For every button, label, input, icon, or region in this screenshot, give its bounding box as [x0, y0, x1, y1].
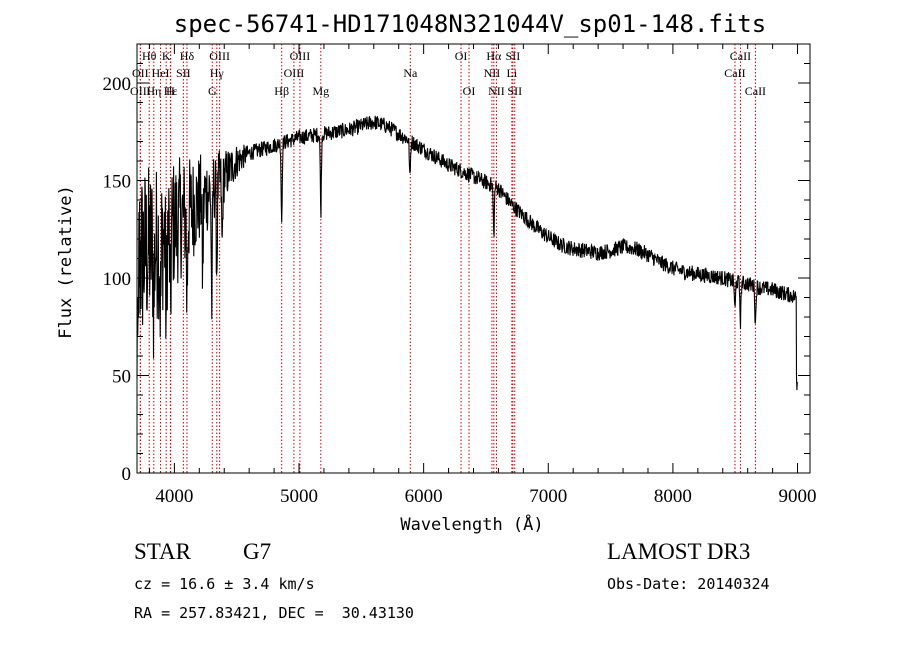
line-marker-label: OIII	[290, 49, 311, 63]
y-tick-label: 0	[122, 464, 132, 485]
x-tick-label: 7000	[529, 486, 567, 507]
y-tick-label: 100	[103, 269, 132, 290]
object-subclass: G7	[243, 539, 272, 564]
coordinates: RA = 257.83421, DEC = 30.43130	[134, 604, 414, 622]
x-axis-ticks: 4000 5000 6000 7000 8000 9000	[148, 44, 817, 507]
line-marker-label: Hα	[486, 49, 502, 63]
line-marker-label: CaII	[724, 66, 745, 80]
line-marker-label: HeI	[152, 66, 170, 80]
line-marker-label: NII	[484, 66, 501, 80]
line-marker-label: SII	[176, 66, 191, 80]
y-axis-label: Flux (relative)	[56, 185, 76, 339]
line-marker-label: Hθ	[142, 49, 157, 63]
line-marker-label: Mg	[312, 84, 329, 98]
line-marker-label: Hγ	[210, 66, 225, 80]
x-axis-label: Wavelength (Å)	[400, 513, 543, 535]
plot-frame	[136, 43, 811, 474]
x-tick-label: 8000	[654, 486, 692, 507]
line-marker-label: K	[162, 49, 171, 63]
line-marker-label: Na	[403, 66, 418, 80]
x-tick-label: 5000	[280, 486, 318, 507]
line-marker-label: SII	[506, 49, 521, 63]
line-marker-label: OIII	[284, 66, 305, 80]
spectrum-line	[136, 115, 798, 391]
line-marker-label: H	[166, 84, 175, 98]
x-tick-label: 6000	[405, 486, 443, 507]
line-marker-label: SII	[507, 84, 522, 98]
line-marker-label: CaII	[730, 49, 751, 63]
line-marker-label: Hβ	[274, 84, 289, 98]
line-marker-label: NII	[488, 84, 505, 98]
chart-title: spec-56741-HD171048N321044V_sp01-148.fit…	[174, 10, 766, 38]
line-marker-label: G	[208, 84, 217, 98]
y-tick-label: 150	[103, 172, 132, 193]
y-axis-ticks: 0 50 100 150 200	[103, 63, 810, 485]
y-tick-label: 50	[112, 367, 131, 388]
line-marker-label: OI	[455, 49, 468, 63]
line-marker-label: Li	[507, 66, 518, 80]
line-marker-label: Hδ	[180, 49, 195, 63]
line-marker-label: Hη	[146, 84, 161, 98]
redshift-velocity: cz = 16.6 ± 3.4 km/s	[134, 575, 315, 593]
object-class: STAR	[134, 539, 191, 564]
line-marker-label: OIII	[130, 84, 151, 98]
observation-date: Obs-Date: 20140324	[607, 575, 770, 593]
line-marker-label: OIII	[209, 49, 230, 63]
x-tick-label: 9000	[779, 486, 817, 507]
line-marker-label: CaII	[745, 84, 766, 98]
survey-name: LAMOST DR3	[607, 539, 751, 564]
x-tick-label: 4000	[155, 486, 193, 507]
y-tick-label: 200	[103, 74, 132, 95]
line-marker-label: OI	[463, 84, 476, 98]
